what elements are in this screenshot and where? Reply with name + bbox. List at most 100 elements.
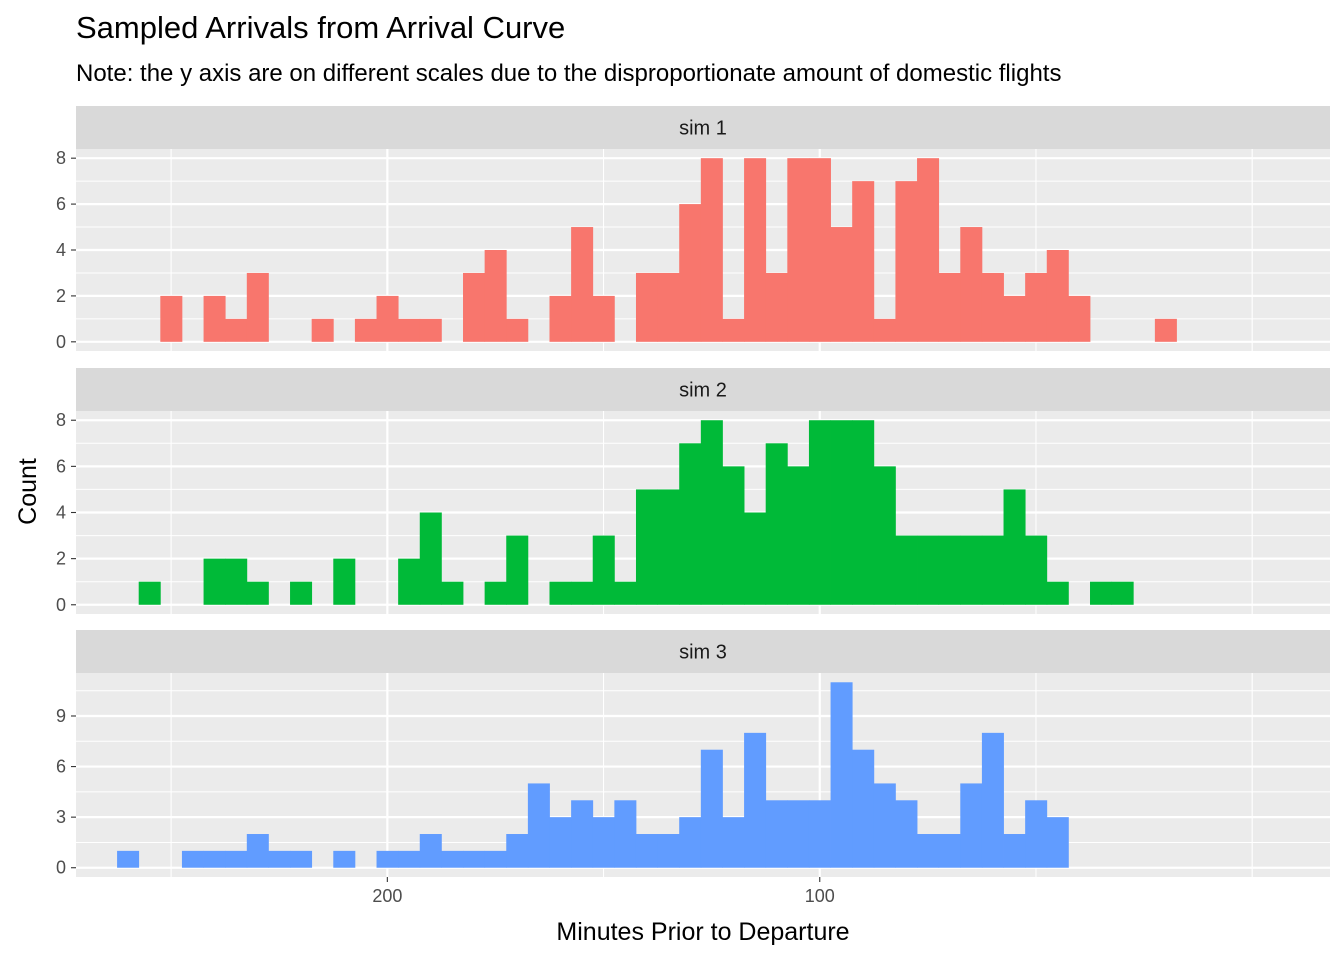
histogram-bar [571, 227, 594, 342]
y-tick-label: 6 [56, 456, 66, 476]
histogram-bar [441, 850, 464, 868]
histogram-bar [635, 272, 658, 342]
histogram-bar [679, 204, 702, 342]
y-tick-label: 6 [56, 194, 66, 214]
histogram-bar [203, 295, 226, 342]
histogram-bar [484, 581, 507, 605]
histogram-bar [938, 834, 961, 868]
strip-label: sim 2 [679, 380, 727, 402]
histogram-bar [506, 834, 529, 868]
histogram-bar [268, 850, 291, 868]
histogram-bar [1025, 535, 1048, 605]
strip-label: sim 3 [679, 642, 727, 664]
histogram-bar [181, 850, 204, 868]
strip-label: sim 1 [679, 118, 727, 140]
histogram-bar [1025, 800, 1048, 868]
histogram-bar [1046, 581, 1069, 605]
histogram-bar [960, 783, 983, 868]
histogram-bar [1068, 295, 1091, 342]
histogram-bar [138, 581, 161, 605]
histogram-bar [311, 318, 334, 342]
histogram-bar [376, 850, 399, 868]
histogram-bar [765, 443, 788, 605]
histogram-bar [506, 318, 529, 342]
histogram-bar [830, 420, 853, 605]
histogram-bar [808, 800, 831, 868]
chart-subtitle: Note: the y axis are on different scales… [76, 60, 1062, 87]
histogram-bar [744, 512, 767, 605]
histogram-bar [852, 181, 875, 342]
histogram-bar [592, 817, 615, 868]
histogram-bar [484, 250, 507, 342]
histogram-bar [549, 295, 572, 342]
histogram-bar [376, 295, 399, 342]
histogram-bar [614, 800, 637, 868]
histogram-bar [895, 535, 918, 605]
y-axis-title: Count [14, 458, 42, 525]
histogram-bar [354, 318, 377, 342]
histogram-bar [117, 850, 140, 868]
histogram-bar [722, 318, 745, 342]
histogram-bar [160, 295, 183, 342]
histogram-bar [441, 581, 464, 605]
histogram-bar [744, 158, 767, 342]
histogram-bar [700, 158, 723, 342]
strip-background [76, 368, 1330, 411]
histogram-bar [203, 850, 226, 868]
chart-title: Sampled Arrivals from Arrival Curve [76, 10, 566, 45]
histogram-bar [398, 318, 421, 342]
x-tick-label: 100 [805, 886, 835, 906]
histogram-bar [679, 817, 702, 868]
panel-sim-2: sim 2 0 2 4 6 8 [56, 368, 1330, 615]
histogram-bar [398, 850, 421, 868]
y-tick-label: 8 [56, 148, 66, 168]
histogram-bar [549, 817, 572, 868]
histogram-bar [765, 800, 788, 868]
x-axis-title: Minutes Prior to Departure [556, 918, 849, 946]
histogram-bar [960, 227, 983, 342]
y-tick-label: 4 [56, 240, 66, 260]
y-tick-label: 0 [56, 858, 66, 878]
histogram-bar [225, 318, 248, 342]
histogram-bar [635, 834, 658, 868]
histogram-bar [938, 272, 961, 342]
histogram-bar [830, 682, 853, 868]
histogram-bar [246, 834, 269, 868]
histogram-bar [808, 420, 831, 605]
y-tick-label: 8 [56, 410, 66, 430]
histogram-bar [246, 581, 269, 605]
histogram-bar [744, 732, 767, 868]
histogram-bar [1003, 295, 1026, 342]
histogram-bar [700, 420, 723, 605]
histogram-bar [981, 535, 1004, 605]
histogram-bar [657, 272, 680, 342]
histogram-bar [225, 558, 248, 605]
histogram-bar [419, 512, 442, 605]
y-tick-label: 2 [56, 286, 66, 306]
histogram-bar [1025, 272, 1048, 342]
histogram-bar [700, 749, 723, 868]
histogram-bar [1046, 250, 1069, 342]
histogram-bar [787, 800, 810, 868]
histogram-bar [873, 783, 896, 868]
histogram-bar [225, 850, 248, 868]
histogram-bar [246, 272, 269, 342]
histogram-bar [679, 443, 702, 605]
histogram-bar [571, 581, 594, 605]
y-tick-label: 3 [56, 807, 66, 827]
histogram-bar [1111, 581, 1134, 605]
histogram-bar [917, 535, 940, 605]
histogram-bar [1046, 817, 1069, 868]
histogram-bar [463, 272, 486, 342]
histogram-bar [290, 850, 313, 868]
panel-sim-3: sim 3 0 3 6 9 [56, 630, 1330, 878]
histogram-bar [981, 272, 1004, 342]
histogram-bar [722, 466, 745, 605]
histogram-bar [1003, 834, 1026, 868]
histogram-bar [398, 558, 421, 605]
y-tick-label: 0 [56, 332, 66, 352]
histogram-bar [549, 581, 572, 605]
histogram-bar [765, 272, 788, 342]
y-tick-label: 9 [56, 706, 66, 726]
